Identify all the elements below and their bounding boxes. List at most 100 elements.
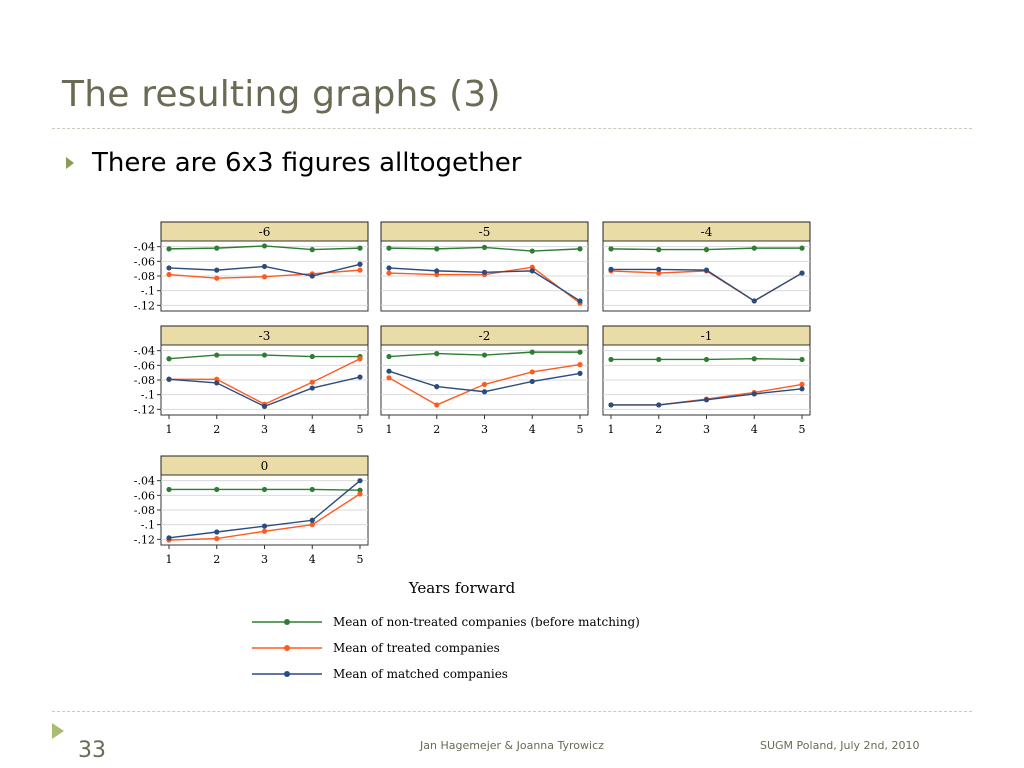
data-point-treated [799, 381, 805, 387]
footer-event: SUGM Poland, July 2nd, 2010 [760, 739, 920, 752]
data-point-matched [309, 385, 315, 391]
data-point-non-treated [434, 246, 440, 252]
data-point-non-treated [656, 356, 662, 363]
legend-marker [284, 619, 290, 625]
x-tick-label: 1 [166, 553, 173, 566]
y-tick-label: -.08 [134, 374, 155, 387]
footer-arrow-icon [52, 723, 64, 739]
x-tick-label: 2 [213, 553, 220, 566]
data-point-treated [166, 271, 172, 278]
data-point-treated [357, 267, 363, 273]
x-tick-label: 3 [481, 423, 488, 436]
data-point-non-treated [799, 356, 805, 363]
data-point-matched [703, 267, 710, 273]
data-point-matched [799, 386, 805, 392]
x-tick-label: 3 [261, 553, 268, 566]
data-point-non-treated [309, 486, 315, 493]
data-point-matched [656, 266, 662, 272]
data-point-treated [214, 536, 220, 542]
panel-label: -1 [701, 329, 713, 343]
y-tick-label: -.08 [134, 270, 155, 283]
y-tick-label: -.12 [134, 533, 155, 546]
data-point-matched [166, 535, 172, 541]
data-point-matched [386, 368, 392, 374]
data-point-matched [166, 376, 172, 382]
y-tick-label: -.08 [134, 504, 155, 517]
x-tick-label: 4 [309, 423, 316, 436]
y-tick-label: -.04 [134, 345, 155, 358]
data-point-non-treated [529, 248, 535, 254]
data-point-non-treated [357, 487, 363, 493]
panel-label: -5 [479, 225, 491, 239]
panel-label: 0 [261, 459, 269, 473]
data-point-non-treated [214, 245, 220, 251]
title-divider [52, 128, 972, 129]
data-point-treated [434, 402, 440, 408]
y-tick-label: -.06 [134, 359, 155, 372]
data-point-non-treated [434, 351, 440, 357]
y-tick-label: -.1 [141, 285, 155, 298]
y-tick-label: -.04 [134, 241, 155, 254]
x-tick-label: 1 [608, 423, 615, 436]
data-point-non-treated [309, 247, 315, 253]
data-point-matched [577, 370, 583, 376]
data-point-non-treated [261, 486, 268, 493]
data-point-matched [261, 523, 268, 529]
data-point-non-treated [386, 353, 392, 360]
x-tick-label: 3 [261, 423, 268, 436]
bullet-text: There are 6x3 figures alltogether [92, 148, 522, 178]
data-point-treated [309, 379, 315, 385]
data-point-matched [357, 261, 363, 267]
x-tick-label: 1 [166, 423, 173, 436]
data-point-treated [386, 270, 392, 276]
x-tick-label: 1 [386, 423, 393, 436]
data-point-treated [434, 271, 440, 278]
data-point-matched [357, 374, 363, 380]
legend-label: Mean of matched companies [333, 667, 508, 681]
x-tick-label: 4 [309, 553, 316, 566]
x-tick-label: 2 [213, 423, 220, 436]
data-point-matched [434, 384, 440, 390]
data-point-non-treated [481, 352, 488, 358]
data-point-non-treated [166, 246, 172, 252]
data-point-matched [751, 298, 757, 304]
data-point-non-treated [481, 244, 488, 250]
data-point-treated [357, 491, 363, 497]
data-point-treated [214, 275, 220, 281]
data-point-treated [656, 270, 662, 276]
data-point-non-treated [166, 486, 172, 493]
data-point-matched [751, 391, 757, 397]
data-point-treated [529, 264, 535, 270]
data-point-treated [357, 356, 363, 362]
panel-label: -6 [259, 225, 271, 239]
data-point-matched [309, 517, 315, 523]
data-point-matched [608, 402, 614, 408]
data-point-treated [529, 369, 535, 375]
data-point-non-treated [261, 352, 268, 358]
data-point-non-treated [577, 349, 583, 355]
data-point-non-treated [166, 356, 172, 362]
data-point-matched [214, 267, 220, 273]
data-point-non-treated [751, 245, 757, 251]
y-tick-label: -.12 [134, 403, 155, 416]
legend-label: Mean of non-treated companies (before ma… [333, 615, 640, 629]
data-point-treated [309, 522, 315, 528]
data-point-non-treated [656, 247, 662, 253]
data-point-matched [529, 378, 535, 385]
data-point-treated [386, 375, 392, 381]
footer-divider [52, 711, 972, 712]
data-point-non-treated [261, 243, 268, 249]
legend-label: Mean of treated companies [333, 641, 500, 655]
y-tick-label: -.06 [134, 255, 155, 268]
data-point-matched [386, 265, 392, 271]
data-point-matched [357, 478, 363, 484]
slide-title: The resulting graphs (3) [62, 74, 501, 115]
data-point-non-treated [608, 246, 614, 252]
data-point-non-treated [529, 349, 535, 355]
data-point-non-treated [703, 356, 710, 363]
x-tick-label: 4 [529, 423, 536, 436]
y-tick-label: -.1 [141, 389, 155, 402]
data-point-matched [434, 268, 440, 274]
x-tick-label: 5 [357, 423, 364, 436]
